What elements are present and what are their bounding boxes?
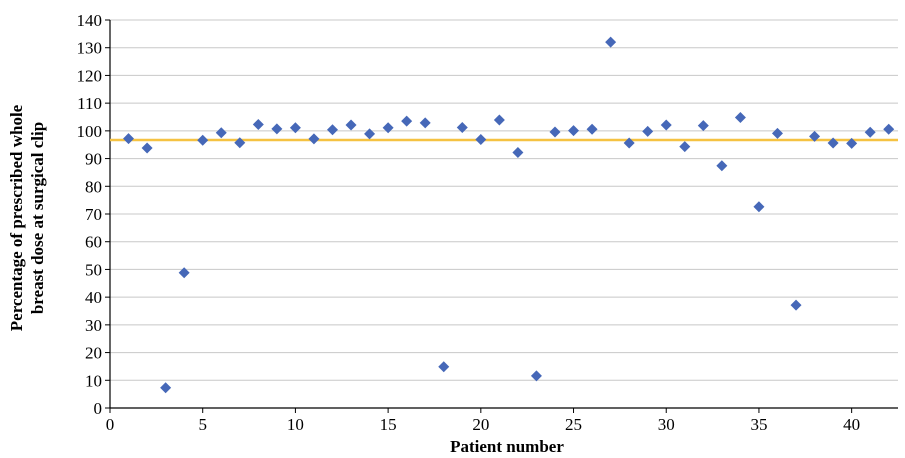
y-tick-label: 130 (77, 39, 103, 58)
data-point (197, 134, 209, 146)
data-point (568, 125, 580, 137)
y-tick-label: 140 (77, 11, 103, 30)
data-points (123, 36, 895, 394)
y-tick-label: 20 (85, 344, 102, 363)
x-tick-label: 30 (658, 415, 675, 434)
x-tick-label: 40 (843, 415, 860, 434)
y-axis-title: Percentage of prescribed whole breast do… (7, 104, 47, 331)
x-tick-label: 0 (106, 415, 115, 434)
data-point (252, 118, 264, 130)
data-point (605, 36, 617, 48)
data-point (771, 127, 783, 139)
tick-labels: 0 10 20 30 40 50 60 70 80 90 100 110 120 130 140 0 5 10 15… (77, 11, 861, 434)
data-point (827, 137, 839, 149)
data-point (809, 130, 821, 142)
data-point (790, 299, 802, 311)
data-point (623, 137, 635, 149)
data-point (883, 123, 895, 135)
data-point (308, 133, 320, 145)
data-point (234, 137, 246, 149)
data-point (716, 160, 728, 172)
data-point (475, 133, 487, 145)
y-axis-title-line-1: Percentage of prescribed whole (7, 104, 26, 331)
y-tick-label: 60 (85, 233, 102, 252)
axes (105, 19, 898, 413)
data-point (382, 122, 394, 134)
x-tick-label: 10 (287, 415, 304, 434)
x-tick-label: 35 (750, 415, 767, 434)
data-point (401, 115, 413, 127)
data-point (679, 141, 691, 153)
x-axis-title: Patient number (450, 437, 564, 456)
data-point (586, 123, 598, 135)
y-tick-label: 50 (85, 260, 102, 279)
y-tick-label: 40 (85, 288, 102, 307)
data-point (753, 201, 765, 213)
data-point (864, 126, 876, 138)
data-point (160, 382, 172, 394)
y-tick-label: 10 (85, 371, 102, 390)
y-tick-label: 0 (94, 399, 103, 418)
data-point (512, 146, 524, 158)
data-point (289, 122, 301, 134)
y-tick-label: 120 (77, 66, 103, 85)
y-tick-label: 80 (85, 177, 102, 196)
y-axis-title-line-2: breast dose at surgical clip (28, 122, 47, 314)
data-point (549, 126, 561, 138)
data-point (141, 142, 153, 154)
x-tick-label: 20 (472, 415, 489, 434)
data-point (530, 370, 542, 382)
y-tick-label: 100 (77, 122, 103, 141)
data-point (178, 267, 190, 279)
data-point (642, 125, 654, 137)
grid-lines (110, 19, 898, 381)
y-tick-label: 30 (85, 316, 102, 335)
data-point (215, 127, 227, 139)
data-point (734, 112, 746, 124)
y-tick-label: 110 (77, 94, 102, 113)
x-tick-label: 25 (565, 415, 582, 434)
data-point (345, 119, 357, 131)
data-point (456, 122, 468, 134)
data-point (493, 114, 505, 126)
data-point (364, 128, 376, 140)
data-point (438, 361, 450, 373)
data-point (660, 119, 672, 131)
y-tick-label: 90 (85, 150, 102, 169)
data-point (271, 123, 283, 135)
y-tick-label: 70 (85, 205, 102, 224)
data-point (697, 120, 709, 132)
data-point (123, 133, 135, 145)
data-point (419, 117, 431, 129)
data-point (846, 137, 858, 149)
x-tick-label: 5 (198, 415, 207, 434)
data-point (326, 124, 338, 136)
x-tick-label: 15 (380, 415, 397, 434)
